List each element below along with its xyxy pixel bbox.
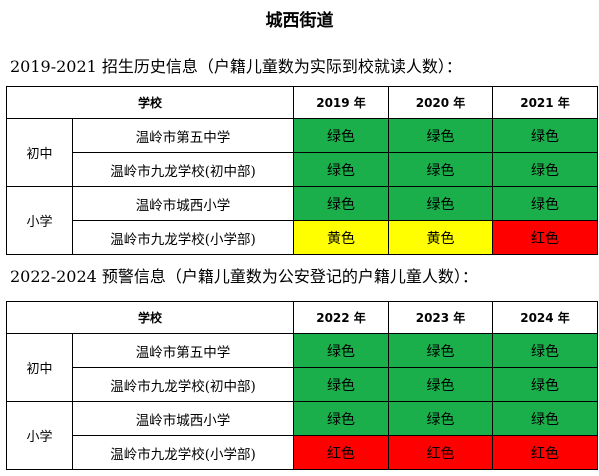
status-cell: 绿色 [388, 333, 494, 368]
table-header-row: 学校 2019 年 2020 年 2021 年 [5, 86, 599, 119]
status-cell: 绿色 [492, 333, 599, 368]
header-school: 学校 [5, 86, 295, 119]
table-row: 温岭市九龙学校(小学部) 黄色 黄色 红色 [7, 220, 599, 255]
status-cell: 绿色 [492, 118, 599, 153]
status-cell: 黄色 [388, 220, 494, 255]
table-row: 温岭市九龙学校(初中部) 绿色 绿色 绿色 [7, 152, 599, 187]
school-name: 温岭市城西小学 [71, 186, 295, 221]
status-cell: 绿色 [492, 186, 599, 221]
status-cell: 绿色 [388, 367, 494, 402]
status-cell: 绿色 [492, 367, 599, 402]
status-cell: 红色 [492, 220, 599, 255]
warning-table: 学校 2022 年 2023 年 2024 年 初中 温岭市第五中学 绿色 绿色… [5, 301, 599, 470]
status-cell: 绿色 [293, 367, 390, 402]
school-name: 温岭市九龙学校(初中部) [71, 152, 295, 187]
status-cell: 红色 [492, 435, 599, 470]
status-cell: 绿色 [293, 118, 390, 153]
group-label: 初中 [6, 118, 73, 187]
status-cell: 红色 [388, 435, 494, 470]
school-name: 温岭市九龙学校(小学部) [71, 220, 295, 255]
status-cell: 绿色 [293, 152, 390, 187]
header-year: 2024 年 [492, 301, 599, 334]
school-name: 温岭市第五中学 [71, 333, 295, 368]
history-table: 学校 2019 年 2020 年 2021 年 初中 温岭市第五中学 绿色 绿色… [5, 86, 599, 255]
table-row: 温岭市九龙学校(小学部) 红色 红色 红色 [7, 435, 599, 470]
group-label: 初中 [6, 333, 73, 402]
school-name: 温岭市第五中学 [71, 118, 295, 153]
header-year: 2019 年 [293, 86, 390, 119]
status-cell: 绿色 [492, 152, 599, 187]
status-cell: 绿色 [492, 401, 599, 436]
table-row: 温岭市九龙学校(初中部) 绿色 绿色 绿色 [7, 367, 599, 402]
status-cell: 红色 [293, 435, 390, 470]
table-row: 小学 温岭市城西小学 绿色 绿色 绿色 [6, 401, 599, 470]
status-cell: 黄色 [293, 220, 390, 255]
group-label: 小学 [6, 186, 73, 255]
school-name: 温岭市九龙学校(小学部) [71, 435, 295, 470]
table-header-row: 学校 2022 年 2023 年 2024 年 [5, 301, 599, 334]
school-name: 温岭市城西小学 [71, 401, 295, 436]
status-cell: 绿色 [293, 186, 390, 221]
header-year: 2022 年 [293, 301, 390, 334]
header-school: 学校 [5, 301, 295, 334]
page-title: 城西街道 [265, 11, 334, 31]
status-cell: 绿色 [388, 186, 494, 221]
section-heading-warning: 2022-2024 预警信息（户籍儿童数为公安登记的户籍儿童人数）： [10, 267, 478, 286]
status-cell: 绿色 [293, 333, 390, 368]
table-row: 小学 温岭市城西小学 绿色 绿色 绿色 [6, 186, 599, 255]
table-row: 初中 温岭市第五中学 绿色 绿色 绿色 [6, 118, 599, 187]
status-cell: 绿色 [388, 118, 494, 153]
status-cell: 绿色 [388, 401, 494, 436]
header-year: 2021 年 [492, 86, 599, 119]
status-cell: 绿色 [388, 152, 494, 187]
section-heading-history: 2019-2021 招生历史信息（户籍儿童数为实际到校就读人数）： [10, 57, 462, 76]
table-row: 初中 温岭市第五中学 绿色 绿色 绿色 [6, 333, 599, 402]
header-year: 2020 年 [388, 86, 494, 119]
group-label: 小学 [6, 401, 73, 470]
status-cell: 绿色 [293, 401, 390, 436]
header-year: 2023 年 [388, 301, 494, 334]
school-name: 温岭市九龙学校(初中部) [71, 367, 295, 402]
